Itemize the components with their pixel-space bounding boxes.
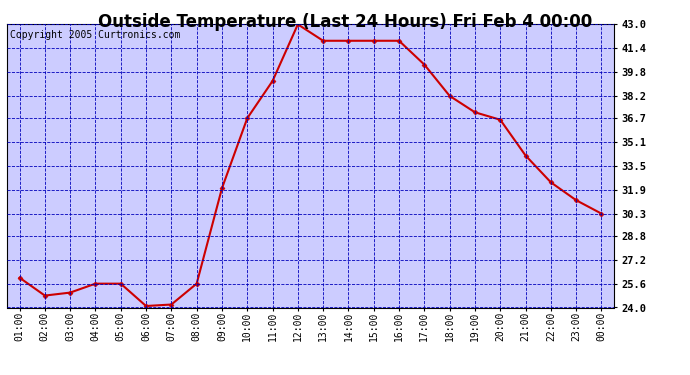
Text: Outside Temperature (Last 24 Hours) Fri Feb 4 00:00: Outside Temperature (Last 24 Hours) Fri … xyxy=(98,13,592,31)
Text: Copyright 2005 Curtronics.com: Copyright 2005 Curtronics.com xyxy=(10,30,180,40)
